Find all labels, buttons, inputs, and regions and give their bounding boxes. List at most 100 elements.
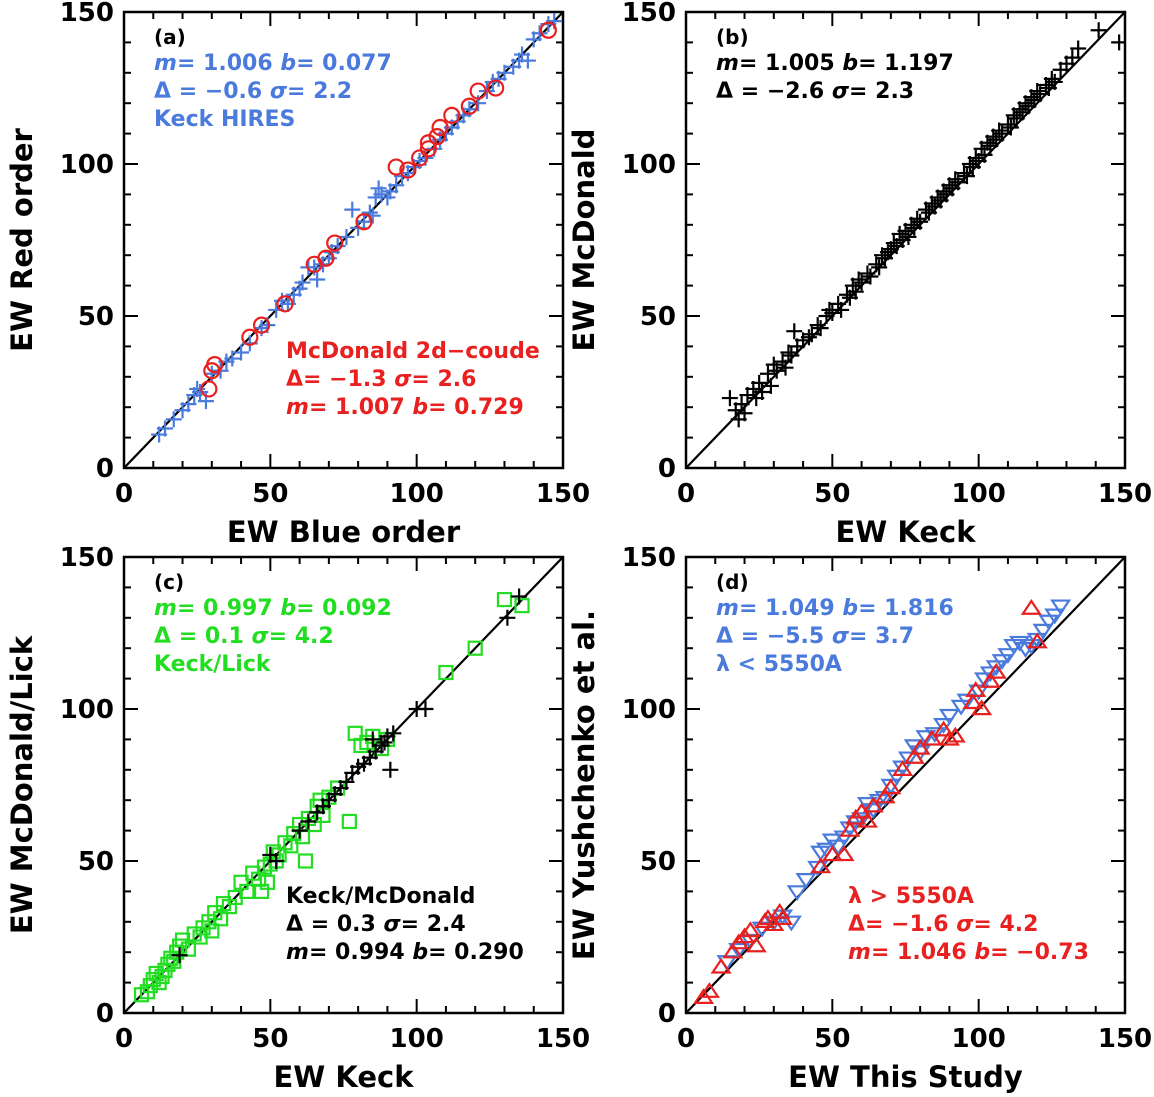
y-axis-label: EW Red order xyxy=(5,127,39,351)
data-point-s0-25 xyxy=(309,271,326,288)
data-point-s1-21 xyxy=(874,787,896,804)
data-point-s1-15 xyxy=(364,731,381,748)
data-point-s0-10 xyxy=(759,365,776,382)
data-point-s0-58 xyxy=(496,591,513,608)
annotation-0-line-2: λ < 5550A xyxy=(716,652,842,677)
data-point-s0-18 xyxy=(786,323,803,340)
data-point-s0-37 xyxy=(985,660,1007,677)
x-axis-label: EW Keck xyxy=(835,515,976,549)
plot-frame xyxy=(684,10,1127,470)
panel-a: 0 50 100 150 0 50 100 150 EW Blue order EW Red or… xyxy=(5,0,590,549)
data-point-s1-19 xyxy=(469,82,487,100)
plot-frame xyxy=(122,555,565,1015)
data-point-s1-4 xyxy=(300,813,317,830)
data-point-s1-2 xyxy=(710,957,732,974)
data-point-s0-66 xyxy=(956,165,973,182)
data-point-s0-59 xyxy=(514,598,530,614)
data-point-s0-31 xyxy=(938,708,960,725)
data-point-s1-20 xyxy=(382,761,399,778)
x-tick-label: 150 xyxy=(536,1024,590,1054)
data-point-s0-13 xyxy=(233,344,250,361)
annotation-1-line-0: λ > 5550A xyxy=(848,884,974,909)
x-axis-label: EW Keck xyxy=(273,1060,414,1094)
x-axis-label: EW Blue order xyxy=(227,515,461,549)
data-point-s1-24 xyxy=(903,748,925,764)
data-point-s0-65 xyxy=(950,174,967,191)
data-point-s0-21 xyxy=(800,329,817,346)
data-point-s1-24 xyxy=(499,609,516,626)
annotation-1-line-0: McDonald 2d−coude xyxy=(286,339,540,364)
data-point-s0-7 xyxy=(192,384,209,400)
y-tick-label: 100 xyxy=(622,150,676,180)
data-point-s1-17 xyxy=(373,737,390,754)
data-point-s1-20 xyxy=(862,796,884,813)
annotation-0-line-0: m= 1.006 b= 0.077 xyxy=(154,51,392,76)
data-point-s0-16 xyxy=(780,344,797,361)
data-point-s0-62 xyxy=(519,52,536,69)
x-tick-label: 150 xyxy=(1098,479,1152,509)
data-point-s0-4 xyxy=(736,405,753,422)
data-point-s0-0 xyxy=(721,390,738,407)
data-point-s0-11 xyxy=(762,377,779,394)
panel-d: 0 50 100 150 0 50 100 150 EW This Study EW Yushch… xyxy=(567,543,1152,1094)
data-point-s1-15 xyxy=(833,845,855,862)
data-point-s1-35 xyxy=(1020,599,1042,615)
data-point-s0-8 xyxy=(751,374,768,391)
data-point-s0-48 xyxy=(1050,599,1072,616)
panel-tag: (a) xyxy=(154,25,186,49)
y-tick-label: 50 xyxy=(78,302,114,332)
y-tick-label: 100 xyxy=(60,150,114,180)
data-point-s0-24 xyxy=(812,320,829,337)
data-point-s0-42 xyxy=(879,244,896,261)
data-point-s0-98 xyxy=(1064,49,1081,66)
data-point-s0-46 xyxy=(1038,614,1060,631)
data-point-s0-22 xyxy=(803,326,820,343)
data-point-s0-101 xyxy=(1111,34,1125,51)
data-point-s1-25 xyxy=(511,588,528,605)
data-point-s1-13 xyxy=(419,134,437,152)
data-point-s0-13 xyxy=(827,839,849,856)
data-point-s1-3 xyxy=(241,328,259,346)
data-point-s1-18 xyxy=(460,97,478,115)
y-tick-label: 50 xyxy=(640,847,676,877)
x-tick-label: 0 xyxy=(677,1024,695,1054)
data-point-s1-20 xyxy=(487,79,505,97)
data-point-s1-9 xyxy=(355,213,373,231)
data-point-s1-16 xyxy=(839,820,861,837)
data-point-s1-27 xyxy=(932,720,955,737)
data-point-s0-78 xyxy=(991,122,1008,139)
data-point-s0-39 xyxy=(997,648,1019,664)
data-point-s0-1 xyxy=(156,420,173,437)
data-point-s0-22 xyxy=(294,274,311,291)
annotation-1-line-1: Δ= −1.6 σ= 4.2 xyxy=(848,912,1038,937)
data-point-s1-21 xyxy=(539,21,557,39)
data-point-s1-32 xyxy=(971,699,993,716)
data-point-s0-55 xyxy=(478,83,495,100)
annotation-0-line-1: Δ = −5.5 σ= 3.7 xyxy=(716,624,914,649)
y-tick-label: 150 xyxy=(60,543,114,573)
data-point-s0-6 xyxy=(189,380,206,397)
data-point-s0-23 xyxy=(809,317,826,334)
data-point-s1-34 xyxy=(985,662,1007,679)
data-point-s1-3 xyxy=(291,822,308,839)
panel-tag: (b) xyxy=(716,25,749,49)
data-point-s1-33 xyxy=(979,672,1001,688)
y-tick-label: 0 xyxy=(658,454,676,484)
data-point-s0-33 xyxy=(847,283,864,300)
y-tick-label: 0 xyxy=(658,999,676,1029)
data-point-s1-2 xyxy=(206,356,224,374)
data-point-s0-100 xyxy=(1090,22,1107,39)
data-point-s1-14 xyxy=(419,140,437,158)
data-point-s0-81 xyxy=(1002,119,1019,136)
data-point-s1-13 xyxy=(810,857,832,874)
data-point-s0-30 xyxy=(838,286,855,303)
data-point-s1-10 xyxy=(338,773,355,790)
data-point-s0-56 xyxy=(438,664,454,681)
annotation-0-line-1: Δ = 0.1 σ= 4.2 xyxy=(154,624,334,649)
data-point-s0-38 xyxy=(991,654,1013,670)
y-tick-label: 0 xyxy=(96,999,114,1029)
data-point-s1-14 xyxy=(821,845,843,862)
y-tick-label: 100 xyxy=(60,695,114,725)
x-tick-label: 100 xyxy=(952,1024,1006,1054)
series-plus xyxy=(171,588,528,964)
